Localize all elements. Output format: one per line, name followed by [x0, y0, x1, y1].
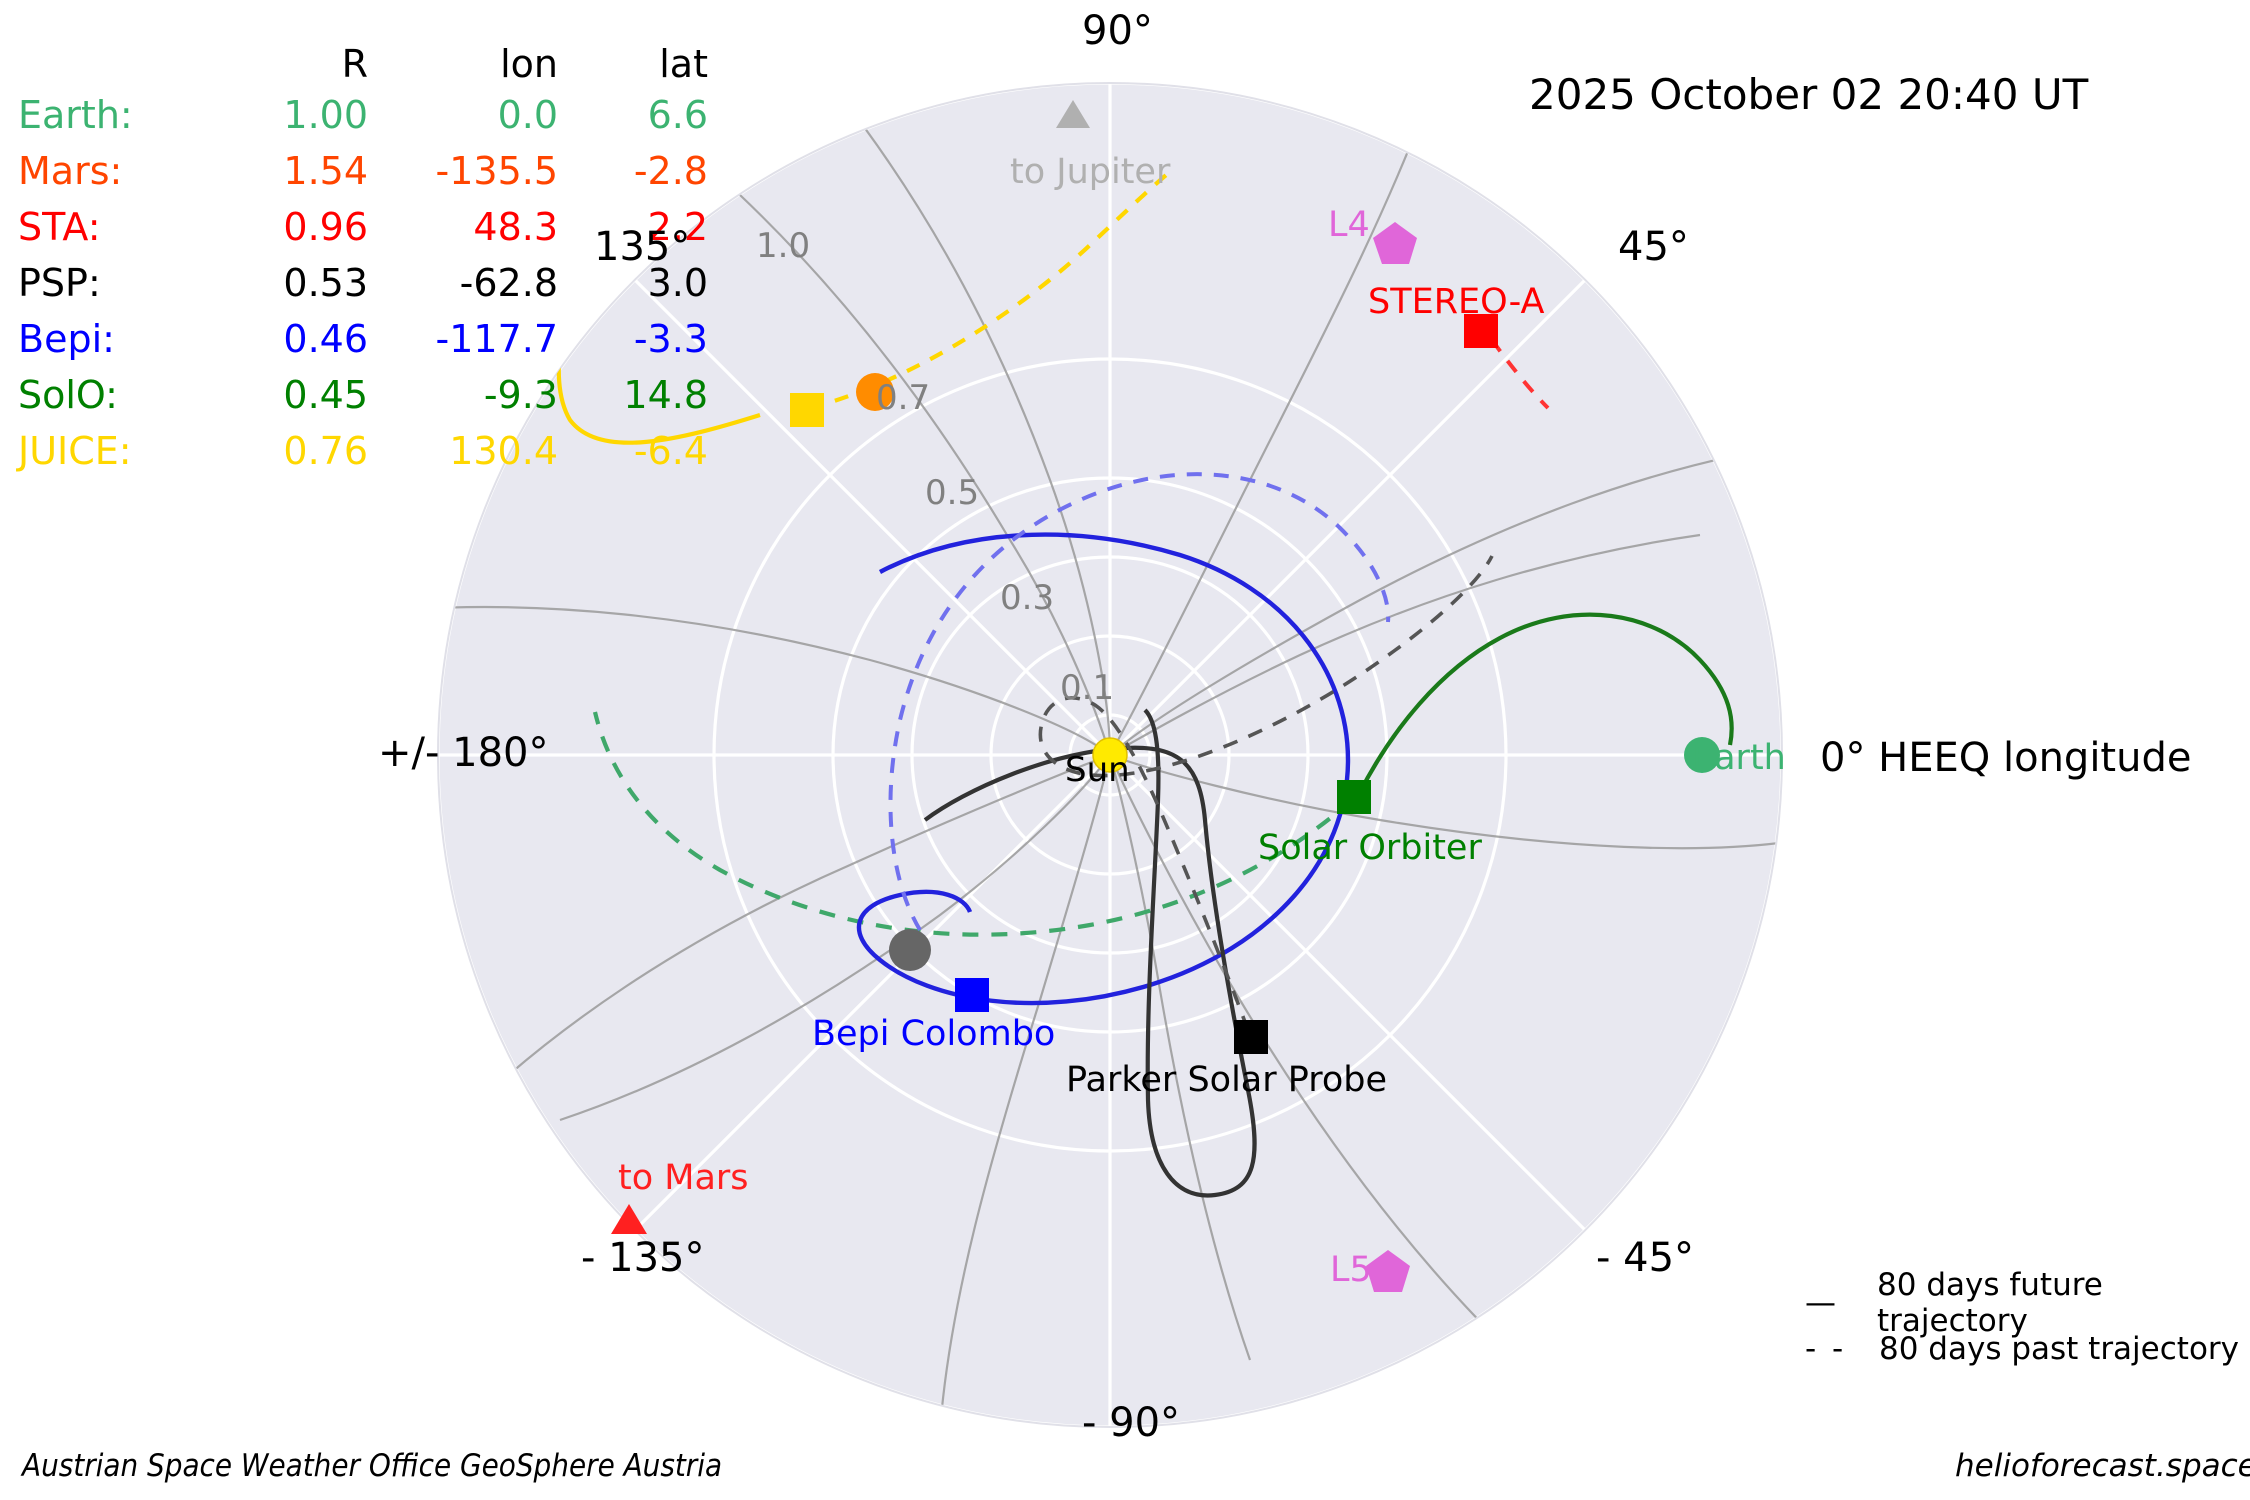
radial-label-1p0: 1.0	[756, 226, 811, 266]
row-lon-mars: -135.5	[435, 149, 559, 193]
to-mars-marker[interactable]	[611, 1204, 647, 1234]
heeq-longitude-label: 0° HEEQ longitude	[1820, 735, 2192, 781]
radial-label-0p5: 0.5	[925, 473, 980, 513]
juice-marker[interactable]	[790, 393, 824, 427]
row-lon-earth: 0.0	[497, 93, 558, 137]
radial-label-0p1: 0.1	[1060, 668, 1115, 708]
row-label-psp: PSP:	[18, 261, 101, 305]
angle-label-m135: - 135°	[581, 1235, 705, 1281]
l5-marker[interactable]	[1366, 1250, 1410, 1292]
legend-row-future: — 80 days future trajectory	[1805, 1267, 2250, 1339]
row-lat-solo: 14.8	[623, 373, 708, 417]
solar-orbiter-marker[interactable]	[1337, 780, 1371, 814]
row-label-juice: JUICE:	[18, 429, 132, 473]
parker-solar-probe-marker[interactable]	[1234, 1020, 1268, 1054]
row-r-mars: 1.54	[283, 149, 368, 193]
angle-label-135: 135°	[594, 224, 691, 270]
trajectory-bepi-past	[888, 472, 1391, 932]
table-row: JUICE: 0.76 130.4 -6.4	[18, 423, 708, 479]
dashed-line-icon: - -	[1805, 1331, 1847, 1367]
solar-orbiter-label: Solar Orbiter	[1258, 828, 1482, 868]
earth-marker[interactable]	[1684, 737, 1720, 773]
footer-credit-right: helioforecast.space	[1955, 1448, 2250, 1484]
stereo-a-label: STEREO-A	[1368, 282, 1545, 322]
trajectory-bepi-future	[856, 532, 1351, 1006]
table-header-blank	[18, 36, 208, 87]
row-lon-juice: 130.4	[449, 429, 558, 473]
row-label-bepi: Bepi:	[18, 317, 115, 361]
earth-label: Earth	[1692, 738, 1786, 778]
row-lon-solo: -9.3	[483, 373, 558, 417]
mars-marker[interactable]	[856, 373, 894, 411]
trajectory-solo-future	[1358, 612, 1734, 793]
to-jupiter-marker[interactable]	[1056, 100, 1090, 128]
sun-marker[interactable]	[1092, 737, 1128, 773]
row-r-bepi: 0.46	[283, 317, 368, 361]
trajectory-legend: — 80 days future trajectory - - 80 days …	[1805, 1267, 2250, 1372]
trajectory-psp-future	[923, 708, 1257, 1198]
table-row: PSP: 0.53 -62.8 3.0	[18, 255, 708, 311]
row-r-sta: 0.96	[283, 205, 368, 249]
row-label-earth: Earth:	[18, 93, 133, 137]
angle-label-45: 45°	[1618, 224, 1689, 270]
legend-row-past: - - 80 days past trajectory	[1805, 1326, 2250, 1372]
row-lat-juice: -6.4	[633, 429, 708, 473]
angular-grid-spokes	[438, 83, 1782, 1427]
row-r-solo: 0.45	[283, 373, 368, 417]
angle-label-m90: - 90°	[1082, 1400, 1181, 1446]
row-lon-sta: 48.3	[473, 205, 558, 249]
sun-label: Sun	[1065, 750, 1130, 790]
angle-label-90: 90°	[1082, 8, 1153, 54]
table-row: SolO: 0.45 -9.3 14.8	[18, 367, 708, 423]
positions-table: R lon lat Earth: 1.00 0.0 6.6 Mars: 1.54…	[18, 36, 708, 479]
solid-line-icon: —	[1805, 1285, 1836, 1321]
datetime-title: 2025 October 02 20:40 UT	[1529, 70, 2089, 119]
trajectory-psp-past	[1038, 555, 1494, 1031]
l4-marker[interactable]	[1373, 222, 1417, 264]
l4-label: L4	[1328, 205, 1370, 245]
legend-future-label: 80 days future trajectory	[1877, 1267, 2103, 1339]
table-row: STA: 0.96 48.3 2.2	[18, 199, 708, 255]
l5-label: L5	[1330, 1250, 1372, 1290]
row-lat-sta: 2.2	[647, 205, 708, 249]
bepi-colombo-marker[interactable]	[955, 978, 989, 1012]
row-lon-bepi: -117.7	[435, 317, 559, 361]
table-row: Earth: 1.00 0.0 6.6	[18, 87, 708, 143]
row-lat-earth: 6.6	[647, 93, 708, 137]
row-label-sta: STA:	[18, 205, 101, 249]
row-r-juice: 0.76	[283, 429, 368, 473]
row-label-mars: Mars:	[18, 149, 123, 193]
radial-label-0p7: 0.7	[876, 378, 931, 418]
plot-disk-border	[437, 82, 1783, 1428]
row-lat-psp: 3.0	[647, 261, 708, 305]
parker-solar-probe-label: Parker Solar Probe	[1066, 1060, 1388, 1100]
angle-label-180: +/- 180°	[378, 730, 549, 776]
table-header-lat: lat	[659, 42, 708, 86]
trajectories-group	[556, 166, 1734, 1198]
radial-label-0p3: 0.3	[1000, 578, 1055, 618]
row-lat-mars: -2.8	[633, 149, 708, 193]
to-mars-label: to Mars	[618, 1158, 749, 1198]
row-r-earth: 1.00	[283, 93, 368, 137]
row-lon-psp: -62.8	[459, 261, 558, 305]
table-header-lon: lon	[500, 42, 558, 86]
table-row: Bepi: 0.46 -117.7 -3.3	[18, 311, 708, 367]
angle-label-m45: - 45°	[1596, 1235, 1695, 1281]
to-jupiter-label: to Jupiter	[1010, 152, 1171, 192]
mercury-marker[interactable]	[889, 929, 931, 971]
footer-credit-left: Austrian Space Weather Office GeoSphere …	[22, 1448, 723, 1484]
trajectory-solo-past	[592, 711, 1354, 937]
table-header-row: R lon lat	[18, 36, 708, 87]
row-label-solo: SolO:	[18, 373, 118, 417]
table-header-r: R	[341, 42, 368, 86]
row-lat-bepi: -3.3	[633, 317, 708, 361]
row-r-psp: 0.53	[283, 261, 368, 305]
bepi-colombo-label: Bepi Colombo	[812, 1014, 1056, 1054]
legend-past-label: 80 days past trajectory	[1879, 1331, 2239, 1367]
stereo-a-marker[interactable]	[1464, 314, 1498, 348]
table-row: Mars: 1.54 -135.5 -2.8	[18, 143, 708, 199]
